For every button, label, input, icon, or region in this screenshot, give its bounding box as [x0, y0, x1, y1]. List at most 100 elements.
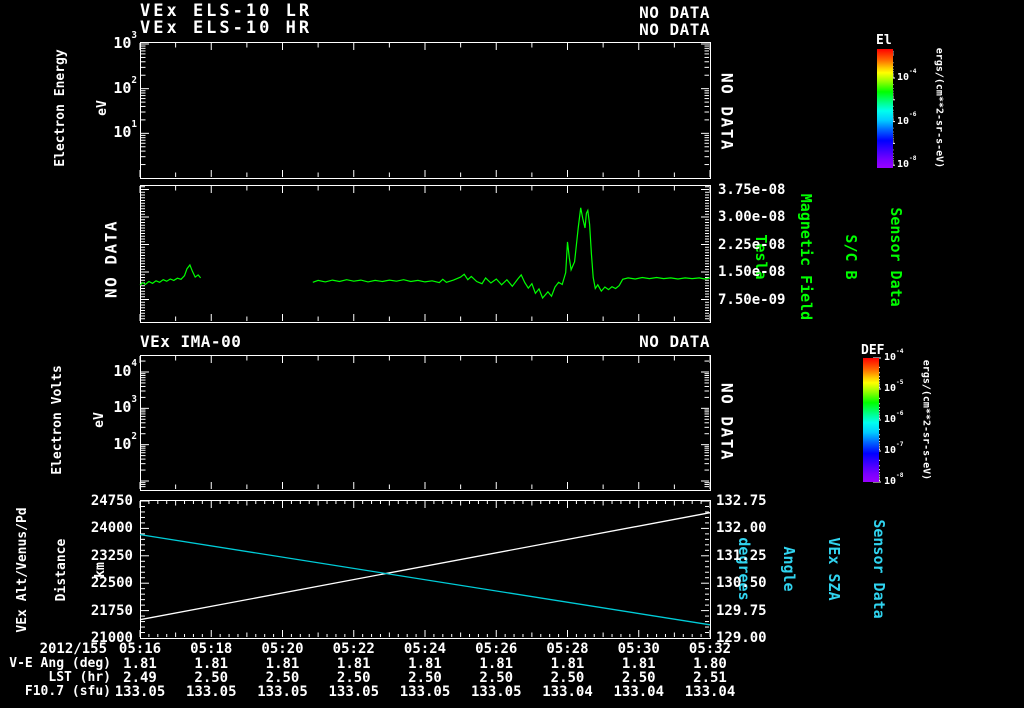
footer-time: 05:20: [261, 641, 304, 657]
mag-side-label-line3: Magnetic Field: [797, 193, 815, 321]
ima-y-axis-label: Electron Volts eV: [23, 365, 135, 475]
footer-value: 133.05: [399, 684, 451, 700]
footer-time: 05:28: [546, 641, 589, 657]
eph-right-tick-label: 130.50: [716, 575, 767, 592]
footer-value: 1.81: [408, 656, 442, 672]
ima-colorbar-tick-label: 10-7: [884, 440, 904, 456]
footer-value: 1.81: [265, 656, 300, 672]
footer-row-label-lst: LST (hr): [48, 670, 111, 685]
footer-time: 05:18: [190, 641, 233, 657]
eph-left-tick-label: 24000: [90, 520, 133, 537]
eph-left-tick-label: 23250: [90, 547, 133, 564]
mag-field-trace: [139, 263, 202, 286]
footer-value: 1.81: [550, 656, 585, 672]
mag-ytick-label: 2.25e-08: [718, 236, 786, 253]
ima-colorbar-title: DEF: [861, 343, 885, 358]
ima-ytick-label: 103: [113, 394, 137, 417]
footer-value: 2.51: [693, 670, 727, 686]
footer-row-label-veang: V-E Ang (deg): [9, 656, 111, 671]
footer-time: 05:32: [688, 641, 732, 657]
els-colorbar-tick-label: 10-6: [897, 111, 917, 127]
eph-right-axis-label-line3: Angle: [780, 546, 798, 592]
footer-value: 133.05: [470, 684, 522, 700]
footer-date: 2012/155: [39, 641, 107, 657]
els-ytick-label: 102: [113, 74, 137, 97]
ima-y-axis-label-line1: Electron Volts: [50, 365, 65, 475]
footer-value: 2.50: [194, 670, 229, 686]
footer-value: 133.04: [684, 684, 736, 700]
footer-value: 1.81: [123, 656, 157, 672]
els-ytick-label: 103: [113, 29, 137, 52]
footer-value: 133.05: [185, 684, 237, 700]
footer-time: 05:30: [617, 641, 660, 657]
footer-value: 1.81: [336, 656, 371, 672]
ima-colorbar-tick-label: 10-8: [884, 471, 904, 487]
mag-ytick-label: 1.50e-08: [718, 264, 786, 280]
footer-value: 2.49: [123, 670, 157, 686]
footer-value: 1.81: [479, 656, 514, 672]
eph-right-tick-label: 129.75: [716, 602, 767, 619]
els-colorbar-units: ergs/(cm**2-sr-s-eV): [933, 47, 945, 169]
ima-colorbar: [863, 358, 879, 482]
mag-side-label-line2: S/C B: [842, 234, 860, 280]
footer-time: 05:24: [403, 641, 447, 657]
panel-els-title-lr: VEx ELS-10 LR: [140, 1, 313, 21]
ima-ytick-label: 104: [113, 357, 137, 380]
eph-right-axis-label-line2: VEx SZA: [825, 537, 843, 601]
panel-border: [140, 42, 711, 179]
footer-value: 2.50: [550, 670, 585, 686]
eph-right-tick-label: 132.75: [716, 493, 767, 509]
eph-right-axis-label-line1: Sensor Data: [870, 519, 888, 619]
eph-left-tick-label: 21750: [90, 602, 133, 619]
panel-border: [140, 185, 711, 323]
ima-title: VEx IMA-00: [140, 332, 242, 351]
els-no-data-overlay: NO DATA: [717, 73, 737, 151]
footer-time: 05:16: [118, 641, 162, 657]
footer-value: 2.50: [479, 670, 514, 686]
panel-border: [140, 500, 711, 639]
panel-els-status-lr: NO DATA: [639, 3, 710, 22]
mag-side-label-line1: Sensor Data: [887, 207, 905, 307]
footer-value: 133.05: [257, 684, 308, 700]
footer-time: 05:26: [475, 641, 518, 657]
ima-colorbar-tick-label: 10-6: [884, 409, 904, 425]
panel-els-title-hr: VEx ELS-10 HR: [140, 18, 313, 38]
footer-value: 2.50: [408, 670, 442, 686]
footer-value: 2.50: [265, 670, 300, 686]
eph-left-tick-label: 22500: [90, 575, 133, 592]
ima-colorbar-tick-label: 10-4: [884, 347, 904, 363]
mag-ytick-label: 3.00e-08: [718, 209, 786, 225]
footer-value: 133.05: [328, 684, 380, 700]
footer-value: 1.81: [621, 656, 656, 672]
eph-left-tick-label: 24750: [90, 493, 133, 509]
eph-right-tick-label: 132.00: [716, 520, 767, 537]
eph-left-axis-label-line3: Distance: [54, 538, 69, 602]
els-colorbar: [877, 49, 893, 168]
altitude-line: [139, 512, 711, 621]
els-y-axis-label-line1: Electron Energy: [53, 49, 68, 167]
els-colorbar-tick-label: 10-8: [897, 155, 917, 171]
els-y-axis-label-units: eV: [95, 100, 110, 116]
ima-colorbar-units: ergs/(cm**2-sr-s-eV): [920, 359, 932, 481]
footer-value: 133.05: [114, 684, 166, 700]
els-colorbar-tick-label: 10-4: [897, 67, 917, 83]
panel-border: [140, 355, 711, 491]
sza-line: [139, 533, 711, 626]
footer-value: 2.50: [621, 670, 656, 686]
els-y-axis-label: Electron Energy eV: [26, 49, 138, 166]
footer-value: 2.50: [336, 670, 371, 686]
footer-value: 1.80: [693, 656, 727, 672]
eph-right-tick-label: 129.00: [716, 630, 767, 646]
eph-left-axis-label-line2: VEx Alt/Venus/Pd: [15, 507, 30, 633]
ima-ytick-label: 102: [113, 430, 137, 453]
mag-field-trace: [312, 207, 711, 300]
footer-value: 133.04: [613, 684, 665, 700]
ima-colorbar-tick-label: 10-5: [884, 378, 904, 394]
footer-value: 1.81: [194, 656, 229, 672]
eph-right-tick-label: 131.25: [716, 547, 767, 564]
mag-no-data-label: NO DATA: [101, 220, 121, 298]
eph-left-tick-label: 21000: [90, 630, 133, 646]
els-colorbar-title: El: [876, 33, 892, 48]
